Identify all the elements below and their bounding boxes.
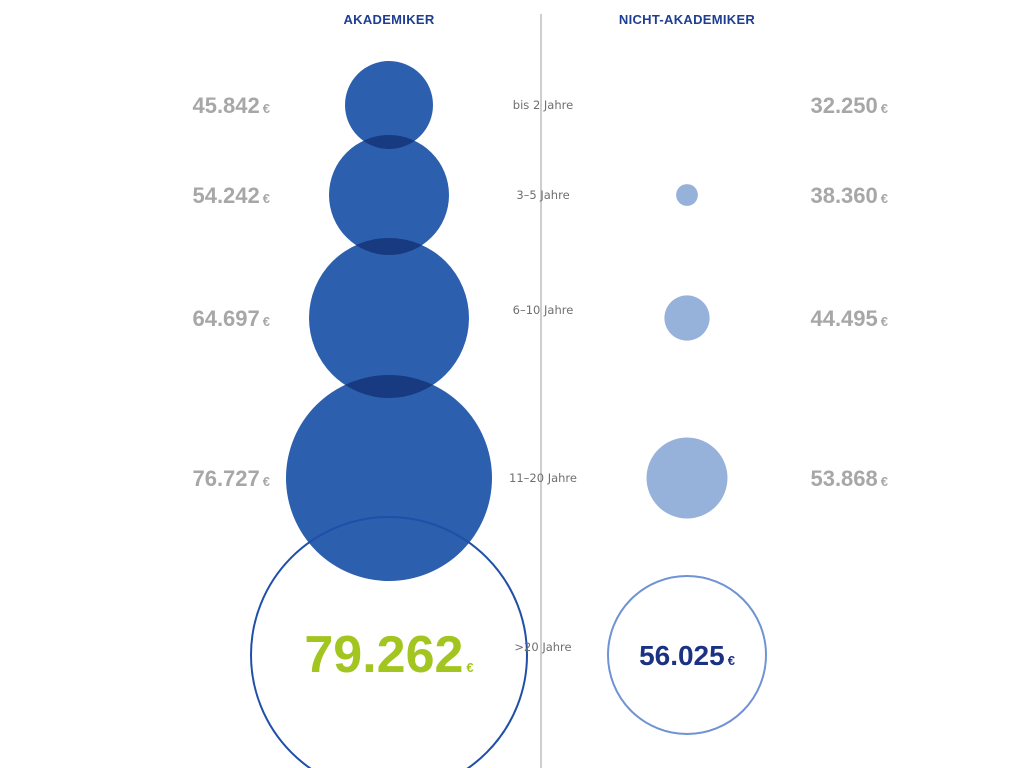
akademiker-bubble xyxy=(345,61,433,149)
period-label: 11–20 Jahre xyxy=(509,471,577,485)
akademiker-value-label: 64.697 € xyxy=(192,306,270,331)
period-label: bis 2 Jahre xyxy=(513,98,573,112)
nicht-akademiker-bubble xyxy=(646,437,728,519)
akademiker-value-highlight: 79.262 € xyxy=(304,626,473,684)
akademiker-bubble xyxy=(329,135,449,255)
nicht-akademiker-value-label: 38.360 € xyxy=(810,183,888,208)
akademiker-value-label: 76.727 € xyxy=(192,466,270,491)
nicht-akademiker-value-label: 32.250 € xyxy=(810,93,888,118)
period-label: >20 Jahre xyxy=(514,640,571,654)
nicht-akademiker-value-label: 53.868 € xyxy=(810,466,888,491)
nicht-akademiker-value-highlight: 56.025 € xyxy=(639,640,735,671)
nicht-akademiker-bubble xyxy=(676,184,698,206)
period-label: 6–10 Jahre xyxy=(513,303,574,317)
period-label: 3–5 Jahre xyxy=(516,188,569,202)
akademiker-bubble xyxy=(286,375,492,581)
akademiker-value-label: 45.842 € xyxy=(192,93,270,118)
heading-nicht-akademiker: NICHT-AKADEMIKER xyxy=(619,12,756,27)
akademiker-bubble-outline xyxy=(250,516,528,768)
akademiker-value-label: 54.242 € xyxy=(192,183,270,208)
heading-akademiker: AKADEMIKER xyxy=(343,12,434,27)
akademiker-bubble xyxy=(309,238,469,398)
nicht-akademiker-bubble xyxy=(664,295,710,341)
nicht-akademiker-value-label: 44.495 € xyxy=(810,306,888,331)
nicht-akademiker-bubble-outline xyxy=(607,575,767,735)
